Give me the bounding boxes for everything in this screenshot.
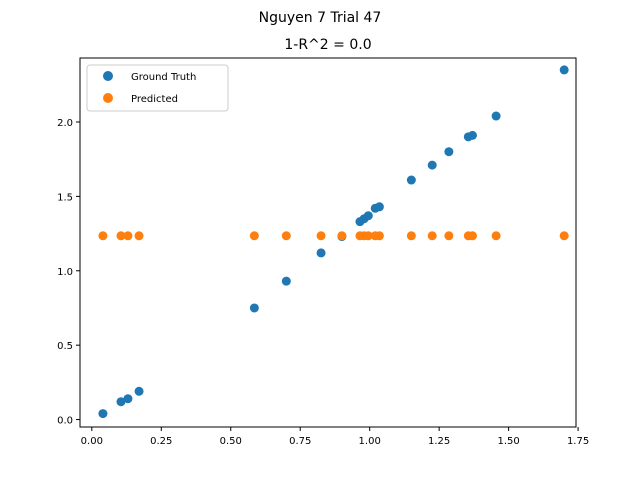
legend-marker-predicted (103, 93, 113, 103)
y-tick-label: 1.0 (57, 267, 73, 278)
x-tick-label: 0.00 (81, 436, 103, 447)
x-tick-label: 0.75 (289, 436, 311, 447)
x-axis: 0.00 0.25 0.50 0.75 1.00 1.25 1.50 1.75 (81, 427, 589, 447)
point-ground-truth (491, 111, 501, 121)
point-ground-truth (134, 386, 144, 396)
point-ground-truth (123, 394, 133, 404)
chart-title: 1-R^2 = 0.0 (284, 37, 371, 53)
point-predicted (467, 231, 477, 241)
point-ground-truth (467, 130, 477, 140)
y-axis: 0.0 0.5 1.0 1.5 2.0 (57, 118, 80, 427)
x-tick-label: 0.50 (220, 436, 242, 447)
x-tick-label: 1.50 (497, 436, 519, 447)
point-ground-truth (406, 175, 416, 185)
point-ground-truth (98, 409, 108, 419)
legend-marker-ground-truth (103, 71, 113, 81)
legend: Ground Truth Predicted (86, 64, 229, 112)
y-tick-label: 2.0 (57, 118, 73, 129)
point-ground-truth (374, 202, 384, 212)
point-predicted (444, 231, 454, 241)
point-predicted (363, 231, 373, 241)
point-ground-truth (116, 397, 126, 407)
point-predicted (98, 231, 108, 241)
point-ground-truth (444, 147, 454, 157)
point-ground-truth (316, 248, 326, 258)
legend-frame (86, 64, 229, 112)
point-ground-truth (281, 276, 291, 286)
point-predicted (374, 231, 384, 241)
point-predicted (491, 231, 501, 241)
x-tick-label: 1.25 (428, 436, 450, 447)
plot-area (79, 57, 577, 428)
point-predicted (123, 231, 133, 241)
point-ground-truth (249, 303, 259, 313)
x-tick-label: 1.00 (359, 436, 381, 447)
x-tick-label: 0.25 (150, 436, 172, 447)
point-ground-truth (363, 211, 373, 221)
plot-frame (79, 57, 577, 428)
point-predicted (116, 231, 126, 241)
data-points (98, 65, 569, 419)
point-ground-truth (559, 65, 569, 75)
x-tick-label: 1.75 (567, 436, 589, 447)
point-predicted (559, 231, 569, 241)
y-tick-label: 1.5 (57, 192, 73, 203)
chart-suptitle: Nguyen 7 Trial 47 (259, 10, 382, 26)
legend-label-ground-truth: Ground Truth (131, 72, 196, 83)
point-predicted (316, 231, 326, 241)
y-tick-label: 0.0 (57, 416, 73, 427)
point-predicted (249, 231, 259, 241)
point-ground-truth (427, 160, 437, 170)
legend-label-predicted: Predicted (131, 94, 178, 105)
point-predicted (427, 231, 437, 241)
point-predicted (337, 231, 347, 241)
y-tick-label: 0.5 (57, 341, 73, 352)
point-predicted (134, 231, 144, 241)
point-predicted (281, 231, 291, 241)
point-predicted (406, 231, 416, 241)
